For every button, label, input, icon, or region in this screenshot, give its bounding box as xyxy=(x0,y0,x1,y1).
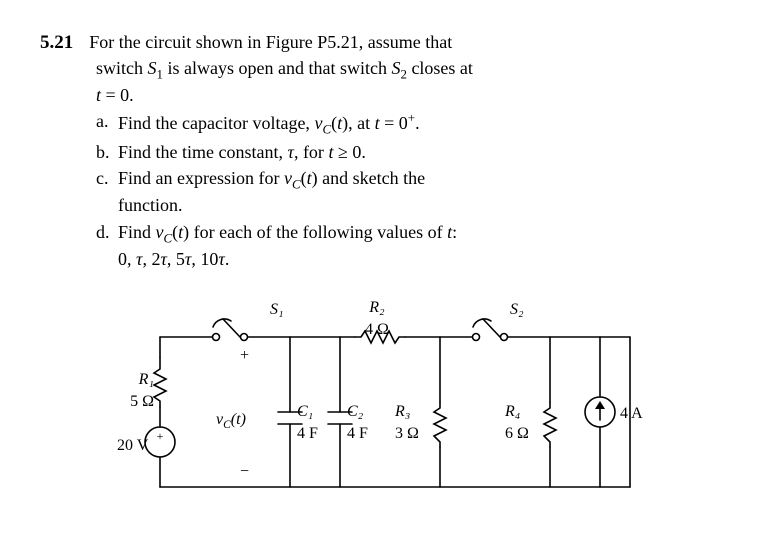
label-r3: R₃3 Ω xyxy=(395,401,419,444)
part-d-label: d. xyxy=(96,220,118,271)
label-r1: R₁5 Ω xyxy=(122,369,154,412)
problem-number: 5.21 xyxy=(40,30,73,56)
part-c-text: Find an expression for vC(t) and sketch … xyxy=(118,166,425,217)
circuit-figure: + S₁ S₂ R₂4 Ω R₁5 Ω + vC(t) − C₁4 F C₂4 … xyxy=(140,297,660,507)
label-s2: S₂ xyxy=(510,299,524,321)
label-r4: R₄6 Ω xyxy=(505,401,529,444)
label-vct: vC(t) xyxy=(216,409,246,434)
intro-line-1: For the circuit shown in Figure P5.21, a… xyxy=(89,32,452,52)
part-c-label: c. xyxy=(96,166,118,217)
part-c: c. Find an expression for vC(t) and sket… xyxy=(96,166,720,217)
problem-header: 5.21 For the circuit shown in Figure P5.… xyxy=(40,30,720,56)
label-s1: S₁ xyxy=(270,299,284,321)
label-minus: − xyxy=(240,461,249,483)
problem-intro: For the circuit shown in Figure P5.21, a… xyxy=(89,30,720,56)
intro-line-2: switch S1 is always open and that switch… xyxy=(96,56,720,83)
intro-line-3: t = 0. xyxy=(96,83,720,107)
label-plus: + xyxy=(240,345,249,367)
parts-list: a. Find the capacitor voltage, vC(t), at… xyxy=(96,109,720,271)
part-b-text: Find the time constant, τ, for t ≥ 0. xyxy=(118,140,366,164)
svg-text:+: + xyxy=(157,429,164,443)
part-a: a. Find the capacitor voltage, vC(t), at… xyxy=(96,109,720,138)
label-r2: R₂4 Ω xyxy=(365,297,389,340)
part-d: d. Find vC(t) for each of the following … xyxy=(96,220,720,271)
label-is: 4 A xyxy=(620,403,643,425)
label-c2: C₂4 F xyxy=(347,401,368,444)
part-b: b. Find the time constant, τ, for t ≥ 0. xyxy=(96,140,720,164)
part-a-label: a. xyxy=(96,109,118,138)
label-vs: 20 V xyxy=(117,435,148,457)
part-b-label: b. xyxy=(96,140,118,164)
part-d-text: Find vC(t) for each of the following val… xyxy=(118,220,457,271)
part-a-text: Find the capacitor voltage, vC(t), at t … xyxy=(118,109,420,138)
label-c1: C₁4 F xyxy=(297,401,318,444)
